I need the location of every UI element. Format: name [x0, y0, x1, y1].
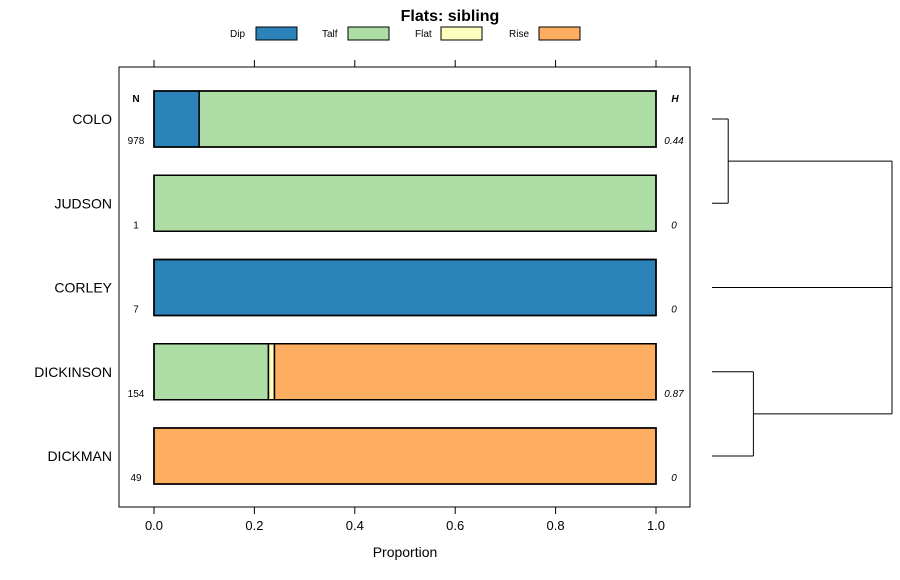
x-tick-label: 0.4: [346, 518, 364, 533]
x-tick-label: 1.0: [647, 518, 665, 533]
bar-colo-talf: [198, 90, 657, 148]
h-value-dickinson: 0.87: [664, 389, 684, 400]
bar-outline-judson: [153, 174, 657, 232]
n-column-header: N: [132, 94, 139, 105]
h-value-colo: 0.44: [664, 136, 684, 147]
category-label-dickman: DICKMAN: [47, 448, 112, 464]
legend-swatch-dip: [255, 26, 298, 41]
bar-dickinson-rise: [273, 343, 657, 401]
bar-dickman-rise: [153, 427, 657, 485]
x-tick-label: 0.0: [145, 518, 163, 533]
n-value-colo: 978: [128, 136, 145, 147]
legend-label-talf: Talf: [322, 29, 338, 40]
category-label-corley: CORLEY: [54, 280, 112, 296]
bar-outline-dickman: [153, 427, 657, 485]
bars-group: [153, 90, 657, 485]
h-labels: 0.44 0 0 0.87 0: [664, 136, 684, 484]
chart-title: Flats: sibling: [401, 8, 500, 25]
x-axis: 0.0 0.2 0.4 0.6 0.8 1.0: [145, 60, 665, 533]
bar-outline-corley: [153, 258, 657, 317]
legend: Dip Talf Flat Rise: [230, 26, 581, 41]
bar-corley-dip: [153, 258, 657, 317]
bar-dickinson-talf: [153, 343, 270, 401]
category-label-dickinson: DICKINSON: [34, 364, 112, 380]
bar-outline-colo: [153, 90, 657, 148]
category-label-colo: COLO: [72, 111, 112, 127]
legend-swatch-flat: [440, 26, 483, 41]
n-value-dickinson: 154: [128, 389, 145, 400]
bar-dickinson-flat: [267, 343, 276, 401]
bar-colo-dip: [153, 90, 200, 148]
legend-label-flat: Flat: [415, 29, 432, 40]
legend-swatch-rise: [538, 26, 581, 41]
legend-label-dip: Dip: [230, 29, 245, 40]
x-tick-label: 0.2: [245, 518, 263, 533]
h-value-judson: 0: [671, 220, 677, 231]
h-column-header: H: [671, 94, 679, 105]
legend-label-rise: Rise: [509, 29, 529, 40]
h-value-corley: 0: [671, 305, 677, 316]
plot-panel: [118, 66, 691, 508]
n-labels: 978 1 7 154 49: [128, 136, 145, 484]
n-value-dickman: 49: [130, 473, 142, 484]
h-value-dickman: 0: [671, 473, 677, 484]
x-tick-label: 0.6: [446, 518, 464, 533]
n-value-judson: 1: [133, 220, 139, 231]
dendrogram: [712, 118, 893, 457]
bar-outline-dickinson: [153, 343, 657, 401]
category-label-judson: JUDSON: [54, 195, 112, 211]
legend-swatch-talf: [347, 26, 390, 41]
n-value-corley: 7: [133, 305, 139, 316]
bar-judson-talf: [153, 174, 657, 232]
category-labels: COLO JUDSON CORLEY DICKINSON DICKMAN: [34, 111, 112, 464]
x-tick-label: 0.8: [547, 518, 565, 533]
x-axis-label: Proportion: [373, 544, 438, 560]
